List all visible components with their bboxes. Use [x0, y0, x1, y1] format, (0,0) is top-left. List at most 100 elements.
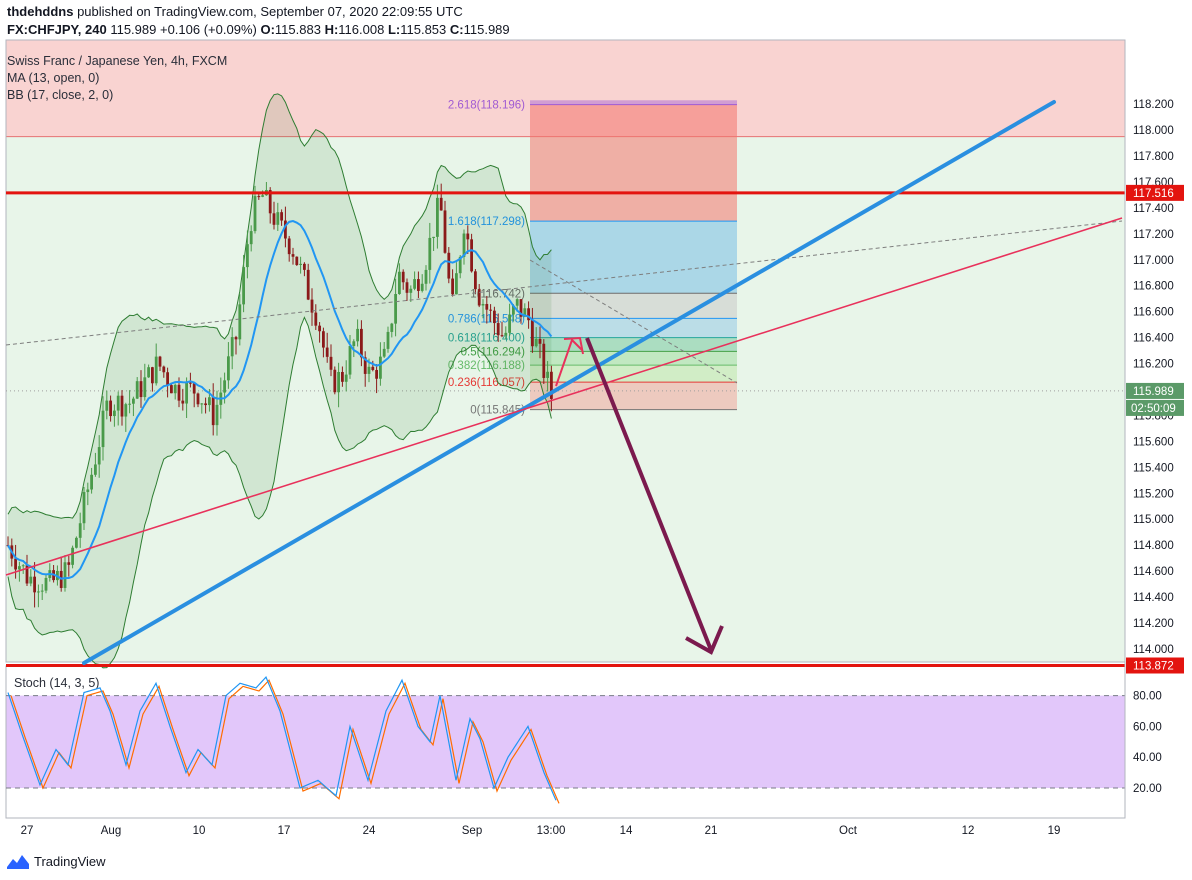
candle-body [40, 590, 44, 592]
candle-body [451, 278, 454, 295]
candle-body [90, 474, 93, 490]
time-tick-label: 10 [193, 825, 206, 837]
candle-body [531, 320, 534, 347]
high-label: H: [324, 22, 339, 37]
stoch-k-line [7, 676, 557, 801]
symbol-label[interactable]: FX:CHFJPY, 240 [7, 22, 107, 37]
candle-body [192, 383, 196, 394]
blue-trend-line [82, 100, 1056, 665]
fib-zone-0 [530, 100, 737, 105]
stoch-tick-label: 20.00 [1133, 783, 1162, 795]
candle-body [234, 337, 238, 340]
time-tick-label: 24 [363, 825, 376, 837]
tradingview-brand[interactable]: TradingView [6, 852, 106, 870]
price-tick-label: 115.600 [1133, 436, 1174, 448]
candle-body [261, 195, 264, 197]
candle-body [287, 238, 291, 255]
candle-body [344, 374, 348, 382]
legend-ma[interactable]: MA (13, open, 0) [7, 71, 100, 85]
candle-body [44, 577, 48, 591]
open-label: O: [260, 22, 275, 37]
level-price-tag [1126, 657, 1184, 674]
candle-body [29, 576, 33, 584]
open-value: 115.883 [274, 22, 321, 37]
candle-body [515, 299, 519, 306]
candle-body [211, 397, 215, 426]
price-axis[interactable]: 118.200118.000117.800117.600117.400117.2… [1124, 40, 1184, 818]
candle-body [143, 377, 147, 398]
candle-body [120, 395, 124, 417]
candle-body [428, 237, 432, 270]
candle-body [37, 591, 40, 593]
ma-13-line [7, 220, 553, 580]
stochastic-pane: Stoch (14, 3, 5) [6, 676, 1125, 804]
candle-body [303, 263, 306, 270]
price-tick-label: 118.000 [1133, 125, 1174, 137]
candle-body [538, 339, 542, 344]
candle-body [257, 196, 261, 198]
candle-body [424, 269, 428, 284]
candle-body [97, 447, 101, 465]
candle-body [86, 489, 90, 493]
header-line-2: FX:CHFJPY, 240 115.989 +0.106 (+0.09%) O… [7, 22, 510, 37]
candle-body [280, 212, 283, 221]
price-tick-label: 114.400 [1133, 592, 1174, 604]
candle-body [398, 271, 401, 295]
bb-upper-band [7, 93, 552, 519]
candle-body [542, 343, 546, 378]
candle-body [352, 341, 356, 347]
candle-body [21, 565, 25, 567]
fib-zone-6 [530, 351, 737, 366]
fib-diagonal-line [529, 259, 738, 384]
candle-body [439, 197, 443, 211]
level-price-tag-label: 113.872 [1133, 661, 1174, 673]
candle-body [534, 339, 538, 347]
brand-name: TradingView [34, 853, 106, 869]
author-name[interactable]: thdehddns [7, 4, 74, 19]
candle-body [341, 371, 344, 382]
price-tick-label: 118.200 [1133, 99, 1174, 111]
legend-title[interactable]: Swiss Franc / Japanese Yen, 4h, FXCM [7, 54, 228, 68]
fib-zone-2 [530, 221, 737, 294]
legend-bb[interactable]: BB (17, close, 2, 0) [7, 88, 114, 102]
price-tick-label: 115.400 [1133, 462, 1174, 474]
candle-body [18, 566, 21, 570]
candle-body [113, 410, 116, 417]
time-tick-label: 21 [705, 825, 718, 837]
level-price-tag [1126, 184, 1184, 201]
candle-body [447, 252, 451, 279]
candle-body [546, 371, 549, 378]
candle-body [67, 562, 71, 565]
published-info: published on TradingView.com, September … [77, 4, 463, 19]
time-tick-label: 13:00 [537, 825, 566, 837]
candle-body [173, 384, 177, 394]
candle-body [390, 323, 394, 332]
candle-body [318, 325, 321, 332]
candle-body [33, 576, 36, 593]
candle-body [147, 367, 150, 378]
time-tick-label: Oct [839, 825, 858, 837]
candle-body [474, 271, 477, 290]
time-tick-label: 19 [1048, 825, 1061, 837]
time-tick-label: 14 [620, 825, 633, 837]
price-tick-label: 117.800 [1133, 151, 1174, 163]
candle-body [78, 523, 82, 538]
change-value: +0.106 (+0.09%) [159, 22, 257, 37]
last-price: 115.989 [110, 22, 157, 37]
drawings-layer[interactable] [5, 100, 1125, 667]
candle-body [379, 356, 382, 379]
candle-body [116, 395, 120, 411]
red-trend-line [5, 217, 1123, 576]
candle-body [124, 404, 128, 417]
time-axis[interactable]: 27 Aug 10 17 24 Sep 13:00 14 21 Oct 12 19 [21, 825, 1061, 837]
candle-body [401, 271, 405, 283]
price-tick-label: 114.600 [1133, 566, 1174, 578]
dashed-trend-line [5, 220, 1123, 346]
candle-body [527, 308, 530, 321]
candle-body [242, 267, 245, 305]
candle-body [196, 393, 200, 405]
candle-body [375, 369, 378, 379]
candle-body [360, 328, 363, 358]
candle-body [181, 400, 185, 404]
